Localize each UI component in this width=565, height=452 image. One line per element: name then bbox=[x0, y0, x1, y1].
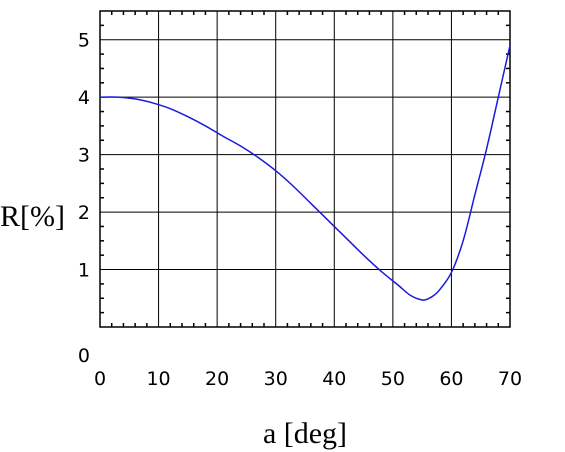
x-tick-label-1: 10 bbox=[146, 368, 170, 390]
x-tick-labels: 0 10 20 30 40 50 60 70 bbox=[94, 368, 522, 390]
y-tick-label-1: 1 bbox=[78, 260, 90, 282]
y-tick-labels: 0 1 2 3 4 5 bbox=[78, 30, 90, 367]
series-line-r bbox=[99, 45, 511, 301]
minor-tick-marks bbox=[100, 11, 510, 327]
y-tick-label-5: 5 bbox=[78, 30, 90, 52]
x-tick-label-7: 70 bbox=[498, 368, 522, 390]
y-axis-title: R[%] bbox=[0, 200, 65, 233]
x-tick-label-3: 30 bbox=[264, 368, 288, 390]
grid-lines bbox=[100, 11, 510, 327]
x-axis-title: a [deg] bbox=[263, 417, 347, 450]
x-tick-label-6: 60 bbox=[439, 368, 463, 390]
y-tick-label-3: 3 bbox=[78, 145, 90, 167]
x-tick-label-0: 0 bbox=[94, 368, 106, 390]
x-tick-label-4: 40 bbox=[322, 368, 346, 390]
plot-frame bbox=[99, 10, 511, 328]
x-tick-label-2: 20 bbox=[205, 368, 229, 390]
y-tick-label-0: 0 bbox=[78, 345, 90, 367]
y-tick-label-4: 4 bbox=[78, 87, 90, 109]
y-tick-label-2: 2 bbox=[78, 202, 90, 224]
x-tick-label-5: 50 bbox=[381, 368, 405, 390]
